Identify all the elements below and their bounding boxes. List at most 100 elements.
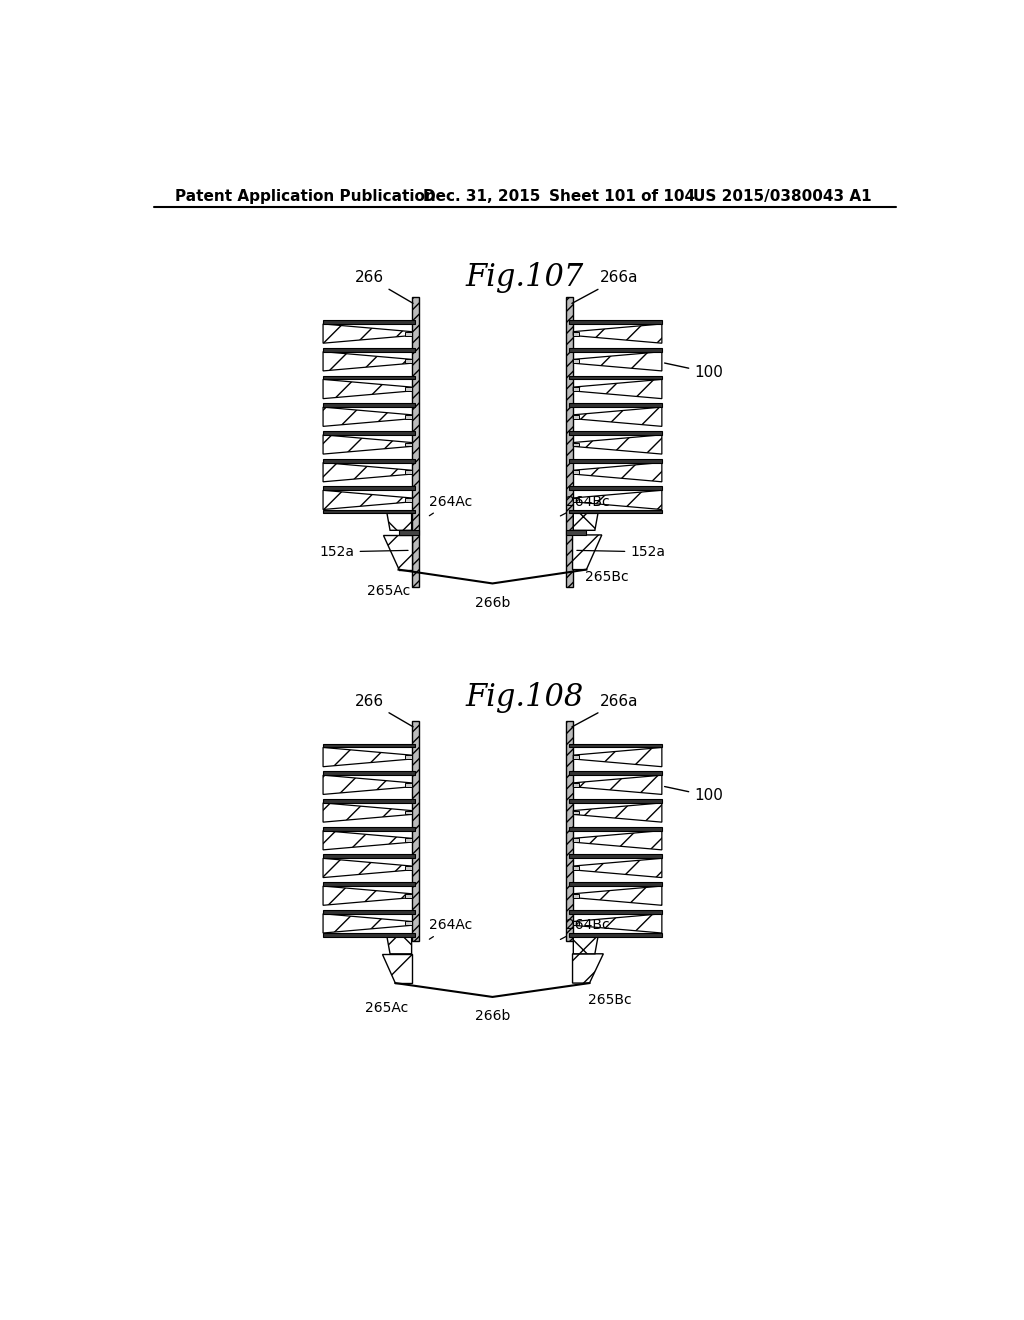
Text: 266b: 266b <box>475 1010 510 1023</box>
Text: 265Ac: 265Ac <box>365 1001 408 1015</box>
Bar <box>323 487 416 490</box>
Bar <box>569 854 662 858</box>
Text: 265Ac: 265Ac <box>367 585 411 598</box>
Text: 152a: 152a <box>577 545 666 558</box>
Text: 266a: 266a <box>572 271 639 304</box>
Bar <box>569 348 662 351</box>
Text: Fig.107: Fig.107 <box>466 263 584 293</box>
Polygon shape <box>573 886 662 906</box>
Polygon shape <box>573 747 662 767</box>
Text: 265Bc: 265Bc <box>588 993 632 1007</box>
Bar <box>569 882 662 886</box>
Polygon shape <box>573 462 662 482</box>
Bar <box>569 404 662 407</box>
Bar <box>406 783 412 787</box>
Bar <box>566 297 572 586</box>
Bar <box>406 894 412 898</box>
Bar <box>573 414 580 418</box>
Bar <box>569 487 662 490</box>
Bar <box>573 359 580 363</box>
Bar <box>413 297 419 586</box>
Bar <box>569 321 662 323</box>
Text: 100: 100 <box>665 363 723 380</box>
Polygon shape <box>573 803 662 822</box>
Bar <box>323 510 416 513</box>
Text: 264Ac: 264Ac <box>429 919 472 940</box>
Polygon shape <box>573 830 662 850</box>
Polygon shape <box>573 937 598 954</box>
Bar <box>573 331 580 335</box>
Bar <box>406 498 412 502</box>
Polygon shape <box>387 513 412 531</box>
Bar <box>573 894 580 898</box>
Polygon shape <box>323 379 412 399</box>
Bar <box>406 387 412 391</box>
Bar <box>573 921 580 925</box>
Polygon shape <box>323 803 412 822</box>
Text: 265Bc: 265Bc <box>585 570 629 585</box>
Polygon shape <box>572 954 603 983</box>
Text: Patent Application Publication: Patent Application Publication <box>175 189 436 205</box>
Bar <box>573 387 580 391</box>
Bar <box>323 799 416 803</box>
Polygon shape <box>573 775 662 795</box>
Polygon shape <box>387 937 412 954</box>
Polygon shape <box>323 775 412 795</box>
Bar <box>569 909 662 913</box>
Bar <box>573 470 580 474</box>
Polygon shape <box>323 434 412 454</box>
Polygon shape <box>323 323 412 343</box>
Bar <box>569 430 662 434</box>
Bar <box>406 414 412 418</box>
Polygon shape <box>323 462 412 482</box>
Bar <box>323 404 416 407</box>
Polygon shape <box>323 747 412 767</box>
Bar <box>323 321 416 323</box>
Text: Fig.108: Fig.108 <box>466 682 584 713</box>
Polygon shape <box>573 379 662 399</box>
Bar <box>323 430 416 434</box>
Polygon shape <box>323 858 412 878</box>
Bar <box>406 921 412 925</box>
Text: 264Ac: 264Ac <box>429 495 472 516</box>
Polygon shape <box>323 351 412 371</box>
Bar <box>566 721 572 941</box>
Polygon shape <box>323 886 412 906</box>
Bar <box>573 442 580 446</box>
Bar <box>323 376 416 379</box>
Polygon shape <box>323 490 412 510</box>
Bar <box>569 743 662 747</box>
Text: 152a: 152a <box>319 545 408 558</box>
Bar <box>569 771 662 775</box>
Text: 266: 266 <box>354 694 413 727</box>
Polygon shape <box>572 535 602 570</box>
Polygon shape <box>573 913 662 933</box>
Text: 266a: 266a <box>572 694 639 727</box>
Text: 266: 266 <box>354 271 413 304</box>
Bar <box>323 909 416 913</box>
Polygon shape <box>573 351 662 371</box>
Bar <box>323 854 416 858</box>
Text: US 2015/0380043 A1: US 2015/0380043 A1 <box>692 189 871 205</box>
Polygon shape <box>573 858 662 878</box>
Bar <box>406 470 412 474</box>
Polygon shape <box>573 323 662 343</box>
Bar <box>573 866 580 870</box>
Bar <box>569 826 662 830</box>
Bar <box>406 442 412 446</box>
Polygon shape <box>573 434 662 454</box>
Text: 266b: 266b <box>475 595 510 610</box>
Bar <box>569 799 662 803</box>
Bar <box>323 882 416 886</box>
Bar <box>573 838 580 842</box>
Text: 264Bc: 264Bc <box>560 919 609 940</box>
Bar <box>573 498 580 502</box>
Bar <box>569 933 662 937</box>
Bar <box>323 459 416 462</box>
Bar <box>406 810 412 814</box>
Bar <box>406 359 412 363</box>
Bar <box>398 531 419 535</box>
Bar <box>406 331 412 335</box>
Bar <box>573 783 580 787</box>
Text: 100: 100 <box>665 787 723 804</box>
